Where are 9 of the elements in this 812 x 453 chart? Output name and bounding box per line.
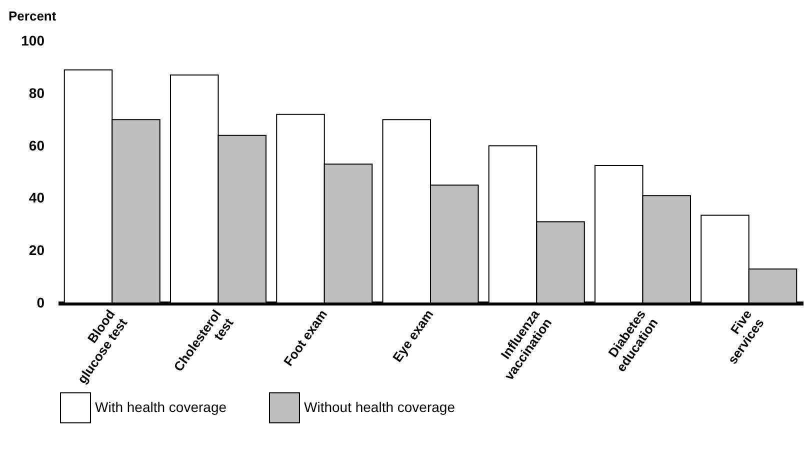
legend-label: Without health coverage <box>304 398 456 415</box>
y-axis-title: Percent <box>8 8 57 24</box>
y-tick-label: 80 <box>28 84 45 101</box>
y-tick-label: 40 <box>28 190 45 206</box>
y-tick-label: 60 <box>28 137 45 154</box>
y-tick-label: 100 <box>21 32 45 48</box>
legend-label: With health coverage <box>95 398 227 415</box>
y-tick-label: 20 <box>28 242 45 258</box>
y-tick-label: 0 <box>36 294 45 310</box>
